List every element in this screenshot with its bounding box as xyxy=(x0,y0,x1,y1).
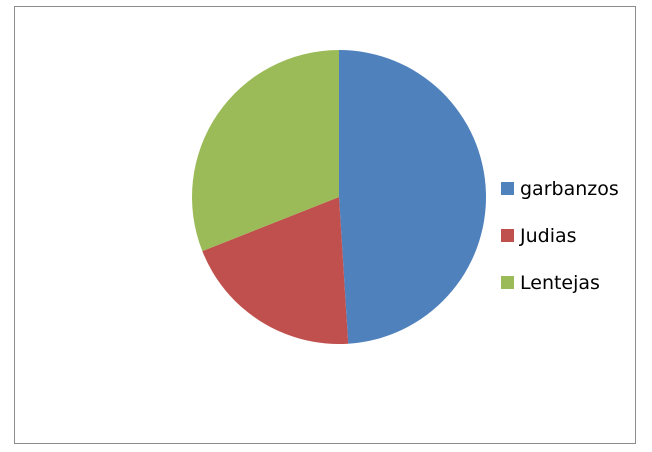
chart-area: garbanzos Judias Lentejas xyxy=(14,6,636,444)
pie-chart xyxy=(191,49,487,345)
legend: garbanzos Judias Lentejas xyxy=(501,165,631,306)
legend-item-lentejas: Lentejas xyxy=(501,259,631,306)
legend-item-judias: Judias xyxy=(501,212,631,259)
pie-slice-lentejas xyxy=(191,50,339,252)
legend-item-garbanzos: garbanzos xyxy=(501,165,631,212)
pie-slice-judias xyxy=(202,197,349,345)
legend-label-garbanzos: garbanzos xyxy=(520,177,619,200)
legend-label-judias: Judias xyxy=(520,224,577,247)
pie-slices xyxy=(191,49,487,345)
legend-label-lentejas: Lentejas xyxy=(520,271,600,294)
legend-swatch-judias xyxy=(501,229,514,242)
legend-swatch-garbanzos xyxy=(501,182,514,195)
pie-slice-garbanzos xyxy=(339,49,487,344)
legend-swatch-lentejas xyxy=(501,276,514,289)
